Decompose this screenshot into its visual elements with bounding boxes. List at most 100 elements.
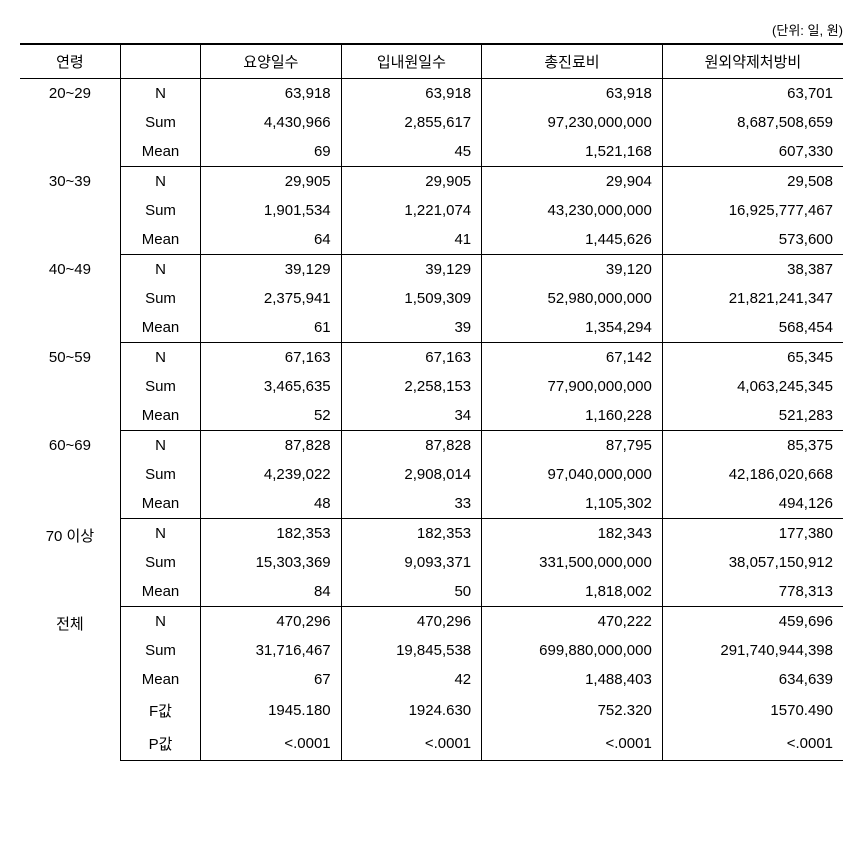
value-cell: 1,901,534 bbox=[201, 196, 342, 225]
value-cell: 29,904 bbox=[482, 167, 663, 197]
value-cell: 4,063,245,345 bbox=[662, 372, 843, 401]
header-stat bbox=[120, 44, 200, 79]
value-cell: 67,163 bbox=[341, 343, 482, 373]
value-cell: 29,905 bbox=[341, 167, 482, 197]
value-cell: 1570.490 bbox=[662, 694, 843, 727]
header-v1: 요양일수 bbox=[201, 44, 342, 79]
value-cell: 34 bbox=[341, 401, 482, 431]
age-cell: 40~49 bbox=[20, 255, 120, 343]
value-cell: 84 bbox=[201, 577, 342, 607]
value-cell: 19,845,538 bbox=[341, 636, 482, 665]
value-cell: 1924.630 bbox=[341, 694, 482, 727]
stat-cell: Sum bbox=[120, 548, 200, 577]
value-cell: 699,880,000,000 bbox=[482, 636, 663, 665]
table-row: Mean84501,818,002778,313 bbox=[20, 577, 843, 607]
value-cell: 1,105,302 bbox=[482, 489, 663, 519]
table-row: 30~39N29,90529,90529,90429,508 bbox=[20, 167, 843, 197]
value-cell: 2,855,617 bbox=[341, 108, 482, 137]
stat-cell: N bbox=[120, 431, 200, 461]
value-cell: 177,380 bbox=[662, 519, 843, 549]
header-v4: 원외약제처방비 bbox=[662, 44, 843, 79]
stat-cell: Mean bbox=[120, 401, 200, 431]
value-cell: 87,828 bbox=[341, 431, 482, 461]
value-cell: 39,120 bbox=[482, 255, 663, 285]
stat-cell: Mean bbox=[120, 225, 200, 255]
stat-cell: N bbox=[120, 343, 200, 373]
stat-cell: Mean bbox=[120, 577, 200, 607]
value-cell: 21,821,241,347 bbox=[662, 284, 843, 313]
header-v3: 총진료비 bbox=[482, 44, 663, 79]
value-cell: 470,296 bbox=[201, 607, 342, 637]
stat-cell: Mean bbox=[120, 313, 200, 343]
stat-cell: P값 bbox=[120, 727, 200, 761]
stat-cell: N bbox=[120, 167, 200, 197]
stat-cell: Sum bbox=[120, 108, 200, 137]
value-cell: 50 bbox=[341, 577, 482, 607]
stat-cell: Mean bbox=[120, 489, 200, 519]
value-cell: <.0001 bbox=[201, 727, 342, 761]
value-cell: 752.320 bbox=[482, 694, 663, 727]
table-row: 70 이상N182,353182,353182,343177,380 bbox=[20, 519, 843, 549]
value-cell: 38,057,150,912 bbox=[662, 548, 843, 577]
stat-cell: Mean bbox=[120, 137, 200, 167]
value-cell: 16,925,777,467 bbox=[662, 196, 843, 225]
table-row: Mean67421,488,403634,639 bbox=[20, 665, 843, 694]
stat-cell: Sum bbox=[120, 636, 200, 665]
table-row: Mean48331,105,302494,126 bbox=[20, 489, 843, 519]
table-row: Sum15,303,3699,093,371331,500,000,00038,… bbox=[20, 548, 843, 577]
medical-stats-table: 연령 요양일수 입내원일수 총진료비 원외약제처방비 20~29N63,9186… bbox=[20, 43, 843, 761]
value-cell: 1945.180 bbox=[201, 694, 342, 727]
value-cell: 573,600 bbox=[662, 225, 843, 255]
value-cell: 33 bbox=[341, 489, 482, 519]
value-cell: 42 bbox=[341, 665, 482, 694]
value-cell: 2,258,153 bbox=[341, 372, 482, 401]
value-cell: <.0001 bbox=[341, 727, 482, 761]
value-cell: 39,129 bbox=[341, 255, 482, 285]
table-row: Sum4,239,0222,908,01497,040,000,00042,18… bbox=[20, 460, 843, 489]
value-cell: <.0001 bbox=[482, 727, 663, 761]
value-cell: 67,163 bbox=[201, 343, 342, 373]
value-cell: 607,330 bbox=[662, 137, 843, 167]
stat-cell: N bbox=[120, 255, 200, 285]
value-cell: 39 bbox=[341, 313, 482, 343]
value-cell: 291,740,944,398 bbox=[662, 636, 843, 665]
table-row: F값1945.1801924.630752.3201570.490 bbox=[20, 694, 843, 727]
value-cell: 67,142 bbox=[482, 343, 663, 373]
age-cell: 60~69 bbox=[20, 431, 120, 519]
value-cell: 459,696 bbox=[662, 607, 843, 637]
stat-cell: Mean bbox=[120, 665, 200, 694]
value-cell: 48 bbox=[201, 489, 342, 519]
table-row: 40~49N39,12939,12939,12038,387 bbox=[20, 255, 843, 285]
table-row: Mean61391,354,294568,454 bbox=[20, 313, 843, 343]
value-cell: 87,828 bbox=[201, 431, 342, 461]
value-cell: 29,508 bbox=[662, 167, 843, 197]
unit-label: (단위: 일, 원) bbox=[20, 20, 843, 39]
table-row: Sum2,375,9411,509,30952,980,000,00021,82… bbox=[20, 284, 843, 313]
value-cell: 97,230,000,000 bbox=[482, 108, 663, 137]
age-cell: 20~29 bbox=[20, 79, 120, 167]
value-cell: 182,343 bbox=[482, 519, 663, 549]
value-cell: 778,313 bbox=[662, 577, 843, 607]
value-cell: 65,345 bbox=[662, 343, 843, 373]
value-cell: 331,500,000,000 bbox=[482, 548, 663, 577]
value-cell: 45 bbox=[341, 137, 482, 167]
table-row: Mean64411,445,626573,600 bbox=[20, 225, 843, 255]
value-cell: 182,353 bbox=[341, 519, 482, 549]
stat-cell: N bbox=[120, 519, 200, 549]
value-cell: 1,509,309 bbox=[341, 284, 482, 313]
table-row: Mean69451,521,168607,330 bbox=[20, 137, 843, 167]
value-cell: 4,239,022 bbox=[201, 460, 342, 489]
age-cell: 70 이상 bbox=[20, 519, 120, 607]
value-cell: 1,160,228 bbox=[482, 401, 663, 431]
stat-cell: Sum bbox=[120, 196, 200, 225]
stat-cell: N bbox=[120, 79, 200, 109]
value-cell: 4,430,966 bbox=[201, 108, 342, 137]
stat-cell: Sum bbox=[120, 460, 200, 489]
table-row: 60~69N87,82887,82887,79585,375 bbox=[20, 431, 843, 461]
value-cell: 1,818,002 bbox=[482, 577, 663, 607]
table-header-row: 연령 요양일수 입내원일수 총진료비 원외약제처방비 bbox=[20, 44, 843, 79]
value-cell: 8,687,508,659 bbox=[662, 108, 843, 137]
value-cell: 63,918 bbox=[341, 79, 482, 109]
value-cell: 61 bbox=[201, 313, 342, 343]
value-cell: 470,296 bbox=[341, 607, 482, 637]
